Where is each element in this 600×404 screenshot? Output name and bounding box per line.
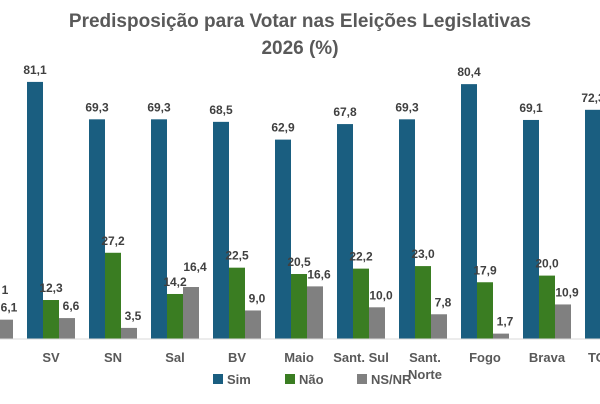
data-label: 7,8 bbox=[435, 295, 452, 309]
chart-title-line2: 2026 (%) bbox=[261, 38, 339, 59]
data-label: 12,3 bbox=[39, 281, 63, 295]
data-label: 22,5 bbox=[225, 249, 249, 263]
data-label: 81,1 bbox=[23, 63, 47, 77]
data-label: 69,3 bbox=[85, 100, 109, 114]
bar-nsnr bbox=[245, 310, 261, 339]
bar-sim bbox=[399, 119, 415, 339]
bar-no bbox=[539, 275, 555, 339]
data-label: 10,9 bbox=[555, 285, 579, 299]
data-label: 68,5 bbox=[209, 103, 233, 117]
bar-no bbox=[477, 282, 493, 339]
bar-no bbox=[229, 267, 245, 339]
bar-sim bbox=[89, 119, 105, 339]
bar-no bbox=[353, 268, 369, 339]
data-label-partial: 1 bbox=[2, 283, 9, 297]
data-label: 20,0 bbox=[535, 257, 559, 271]
legend-swatch-sim bbox=[213, 374, 223, 384]
bar-sim bbox=[275, 139, 291, 339]
bar-nsnr bbox=[431, 314, 447, 339]
category-label: Sal bbox=[165, 350, 185, 365]
bar-no bbox=[43, 300, 59, 339]
data-label: 1,7 bbox=[497, 315, 514, 329]
data-label: 17,9 bbox=[473, 263, 497, 277]
bar-nsnr bbox=[555, 304, 571, 339]
data-label: 69,1 bbox=[519, 101, 543, 115]
data-label: 10,0 bbox=[369, 288, 393, 302]
data-label: 9,0 bbox=[249, 291, 266, 305]
data-label: 72,3 bbox=[581, 91, 600, 105]
category-label: SN bbox=[104, 350, 122, 365]
bar-sim bbox=[213, 121, 229, 339]
bar-no bbox=[105, 252, 121, 339]
data-label: 27,2 bbox=[101, 234, 125, 248]
chart-title: Predisposição para Votar nas Eleições Le… bbox=[0, 8, 600, 62]
data-label: 23,0 bbox=[411, 247, 435, 261]
bar-nsnr bbox=[493, 333, 509, 339]
bar-sim bbox=[461, 84, 477, 340]
data-label: 22,2 bbox=[349, 250, 373, 264]
bar-nsnr bbox=[369, 307, 385, 339]
category-label: BV bbox=[228, 350, 246, 365]
data-label: 6,1 bbox=[1, 301, 18, 315]
bar-nsnr bbox=[59, 318, 75, 339]
data-label: 3,5 bbox=[125, 309, 142, 323]
data-label: 67,8 bbox=[333, 105, 357, 119]
data-label: 14,2 bbox=[163, 275, 187, 289]
legend-swatch-nsnr bbox=[357, 374, 367, 384]
category-label: Maio bbox=[284, 350, 314, 365]
data-label: 20,5 bbox=[287, 255, 311, 269]
category-label: Fogo bbox=[469, 350, 501, 365]
bar-sim bbox=[337, 124, 353, 339]
bar-no bbox=[291, 274, 307, 339]
data-label: 62,9 bbox=[271, 121, 295, 135]
bar-no bbox=[415, 266, 431, 339]
category-label: Sant. Sul bbox=[333, 350, 389, 365]
category-label: Sant. Norte bbox=[408, 350, 442, 382]
bar-sim bbox=[151, 119, 167, 339]
bar-nsnr bbox=[183, 287, 199, 339]
bar-no bbox=[167, 293, 183, 339]
bar-sim bbox=[585, 109, 600, 340]
legend-label: NS/NR bbox=[371, 372, 412, 387]
category-label: Brava bbox=[529, 350, 566, 365]
data-label: 16,4 bbox=[183, 260, 207, 274]
category-label: TOTAL bbox=[588, 350, 600, 365]
data-label: 80,4 bbox=[457, 65, 481, 79]
bar-nsnr bbox=[121, 327, 137, 339]
bar-nsnr bbox=[307, 286, 323, 339]
bar-sim bbox=[523, 119, 539, 339]
data-label: 69,3 bbox=[147, 100, 171, 114]
data-label: 6,6 bbox=[63, 299, 80, 313]
bar-nsnr bbox=[0, 319, 13, 339]
chart-title-line1: Predisposição para Votar nas Eleições Le… bbox=[68, 11, 532, 32]
category-label: SV bbox=[42, 350, 60, 365]
legend-label: Sim bbox=[227, 372, 251, 387]
data-label: 69,3 bbox=[395, 100, 419, 114]
bar-sim bbox=[27, 81, 43, 340]
legend-swatch-no bbox=[285, 374, 295, 384]
data-label: 16,6 bbox=[307, 267, 331, 281]
legend-label: Não bbox=[299, 372, 324, 387]
